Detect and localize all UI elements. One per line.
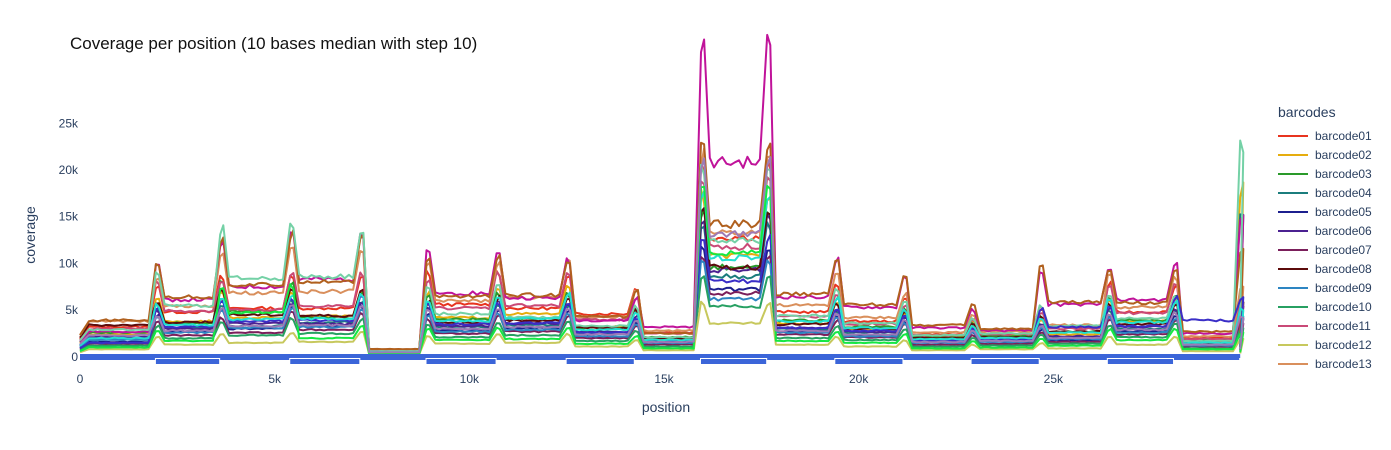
x-axis-ticks: 0 5k 10k 15k 20k 25k [77, 372, 1064, 386]
legend-label: barcode08 [1315, 261, 1372, 276]
y-tick-label: 0 [71, 350, 78, 364]
legend-swatch [1278, 343, 1308, 346]
x-tick-label: 20k [849, 372, 869, 386]
plot-area: 0 5k 10k 15k 20k 25k 0 5k 10k 15k 20k 25k position… [22, 33, 1245, 415]
y-axis-ticks: 0 5k 10k 15k 20k 25k [59, 116, 79, 363]
series-line [79, 184, 1245, 356]
amplicon-block [155, 359, 220, 364]
series-line [79, 147, 1245, 351]
legend-title: barcodes [1278, 104, 1336, 120]
legend-label: barcode05 [1315, 204, 1372, 219]
amplicon-block [360, 355, 426, 360]
legend-item[interactable]: barcode02 [1278, 145, 1388, 164]
amplicon-block [835, 359, 903, 364]
x-tick-label: 5k [268, 372, 282, 386]
amplicon-block [426, 359, 496, 364]
legend-swatch [1278, 172, 1308, 175]
x-tick-label: 25k [1044, 372, 1064, 386]
legend-item[interactable]: barcode03 [1278, 164, 1388, 183]
legend-item[interactable]: barcode09 [1278, 278, 1388, 297]
legend-swatch [1278, 134, 1308, 137]
legend-swatch [1278, 286, 1308, 289]
legend-item[interactable]: barcode06 [1278, 221, 1388, 240]
series-line [79, 275, 1245, 355]
amplicon-block [1174, 355, 1240, 360]
legend-swatch [1278, 210, 1308, 213]
amplicon-block [971, 359, 1039, 364]
series-line [79, 139, 1245, 353]
y-axis-title: coverage [22, 206, 38, 264]
amplicon-track [80, 354, 1241, 364]
legend-item[interactable]: barcode05 [1278, 202, 1388, 221]
legend-item[interactable]: barcode12 [1278, 335, 1388, 354]
x-tick-label: 10k [460, 372, 480, 386]
amplicon-block [634, 355, 700, 360]
amplicon-block [496, 355, 566, 360]
legend-label: barcode02 [1315, 147, 1372, 162]
x-axis-title: position [642, 399, 690, 415]
legend: barcodes barcode01 barcode02 barcode03 barc… [1278, 104, 1388, 373]
chart-title: Coverage per position (10 bases median w… [70, 34, 478, 53]
x-tick-label: 0 [77, 372, 84, 386]
y-tick-label: 10k [59, 256, 79, 270]
amplicon-block [80, 355, 155, 360]
legend-label: barcode13 [1315, 356, 1372, 371]
legend-item[interactable]: barcode04 [1278, 183, 1388, 202]
amplicon-block [700, 359, 767, 364]
legend-swatch [1278, 267, 1308, 270]
series-line [79, 176, 1245, 352]
legend-label: barcode04 [1315, 185, 1372, 200]
legend-swatch [1278, 229, 1308, 232]
legend-item[interactable]: barcode10 [1278, 297, 1388, 316]
x-tick-label: 15k [654, 372, 674, 386]
amplicon-block [290, 359, 360, 364]
y-tick-label: 15k [59, 210, 79, 224]
legend-item[interactable]: barcode13 [1278, 354, 1388, 373]
legend-item[interactable]: barcode01 [1278, 126, 1388, 145]
y-tick-label: 20k [59, 163, 79, 177]
legend-swatch [1278, 153, 1308, 156]
series-line [79, 156, 1245, 354]
amplicon-block [1107, 359, 1174, 364]
amplicon-block [566, 359, 634, 364]
legend-label: barcode07 [1315, 242, 1372, 257]
legend-swatch [1278, 362, 1308, 365]
amplicon-block [767, 355, 835, 360]
legend-items: barcode01 barcode02 barcode03 barcode04 barc… [1278, 126, 1388, 373]
legend-swatch [1278, 191, 1308, 194]
legend-label: barcode01 [1315, 128, 1372, 143]
series-layer [79, 33, 1245, 356]
legend-item[interactable]: barcode08 [1278, 259, 1388, 278]
legend-swatch [1278, 324, 1308, 327]
legend-label: barcode12 [1315, 337, 1372, 352]
legend-label: barcode10 [1315, 299, 1372, 314]
legend-label: barcode09 [1315, 280, 1372, 295]
series-line [79, 255, 1245, 355]
series-line [79, 141, 1245, 351]
series-line [79, 300, 1245, 356]
amplicon-block [1039, 355, 1107, 360]
series-line [79, 190, 1245, 354]
legend-item[interactable]: barcode11 [1278, 316, 1388, 335]
amplicon-block [903, 355, 971, 360]
legend-swatch [1278, 248, 1308, 251]
y-tick-label: 25k [59, 116, 79, 130]
legend-item[interactable]: barcode07 [1278, 240, 1388, 259]
legend-label: barcode11 [1315, 318, 1371, 333]
amplicon-block [220, 355, 290, 360]
legend-label: barcode03 [1315, 166, 1372, 181]
legend-label: barcode06 [1315, 223, 1372, 238]
y-tick-label: 5k [65, 303, 79, 317]
legend-swatch [1278, 305, 1308, 308]
